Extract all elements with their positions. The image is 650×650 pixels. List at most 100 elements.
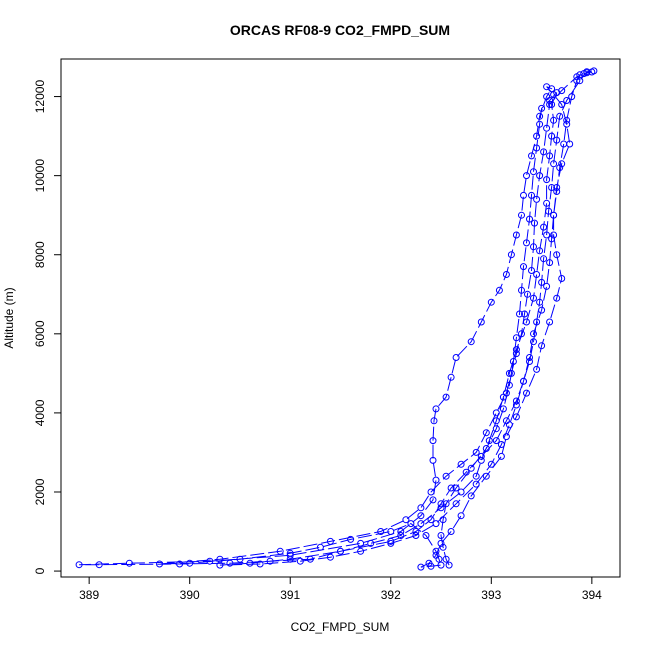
data-point [512,231,520,239]
data-point [548,101,556,108]
x-tick-label: 391 [280,588,300,602]
data-point [412,532,420,539]
data-point [530,294,537,302]
data-point [472,448,480,456]
data-point [538,278,546,286]
data-point [528,191,535,199]
data-point [523,239,530,247]
data-point [472,480,480,488]
data-point [417,504,425,512]
data-point [439,543,447,551]
data-point [156,560,163,568]
series-layer [75,67,598,571]
data-point [452,354,460,361]
data-point [437,561,445,569]
x-axis: 389 390 391 392 393 394 [79,577,602,602]
data-point [176,560,184,568]
data-point [206,557,214,565]
data-point [246,559,254,567]
data-point [573,77,581,85]
data-point [526,215,533,223]
data-point [326,553,334,561]
data-point [543,83,551,91]
data-point [477,456,485,464]
data-point [412,528,420,535]
data-point [553,251,561,259]
data-point [482,429,490,437]
data-point [505,421,513,429]
data-point [530,168,537,176]
data-point [186,559,194,567]
data-point [357,539,365,547]
data-point [306,555,314,563]
data-point [432,520,440,528]
data-point [536,112,544,120]
data-point [548,184,556,191]
data-point [432,405,440,413]
data-point [216,561,224,569]
y-tick-label: 12000 [33,80,47,114]
x-axis-label: CO2_FMPD_SUM [291,620,390,634]
data-point [502,433,510,441]
data-point [563,120,571,128]
data-point [550,116,558,124]
data-point [452,484,460,492]
series-line [79,70,594,568]
data-point [530,243,537,251]
y-tick-label: 2000 [33,478,47,505]
data-point [452,500,460,508]
data-point [505,369,513,377]
data-point [316,543,324,551]
data-point [520,263,527,271]
data-point [492,409,500,417]
data-point [548,235,556,243]
data-point [505,381,513,389]
data-point [530,338,537,346]
data-point [536,120,544,128]
data-point [576,77,584,85]
data-point [512,413,520,421]
data-point [337,547,344,555]
data-point [472,472,480,480]
data-point [442,393,450,401]
data-point [467,492,475,500]
data-point [502,417,510,425]
data-point [538,306,546,314]
data-point [467,338,475,346]
x-tick-label: 392 [381,588,401,602]
data-point [543,231,551,239]
data-point [435,555,443,563]
data-point [256,560,264,568]
data-point [387,539,395,547]
data-point [347,535,355,543]
data-point [509,358,517,365]
data-point [546,259,554,267]
data-point [437,532,445,539]
data-point [387,537,395,545]
data-point [550,211,558,219]
data-point [543,176,551,184]
data-point [543,282,551,290]
data-point [550,91,558,99]
data-point [556,164,564,172]
data-point [437,500,445,508]
data-point [558,160,566,168]
data-point [563,116,571,124]
data-point [523,172,530,180]
data-point [485,437,493,445]
data-point [550,160,558,168]
data-point [520,377,527,385]
data-point [524,290,531,298]
data-point [75,561,83,569]
data-point [276,547,284,555]
data-point [543,93,551,101]
data-point [568,93,576,101]
data-point [445,561,453,569]
data-point [533,195,541,203]
data-point [407,520,415,528]
data-point [427,562,435,570]
data-point [518,211,525,219]
x-tick-label: 390 [180,588,200,602]
data-point [296,557,304,565]
data-point [377,528,385,535]
